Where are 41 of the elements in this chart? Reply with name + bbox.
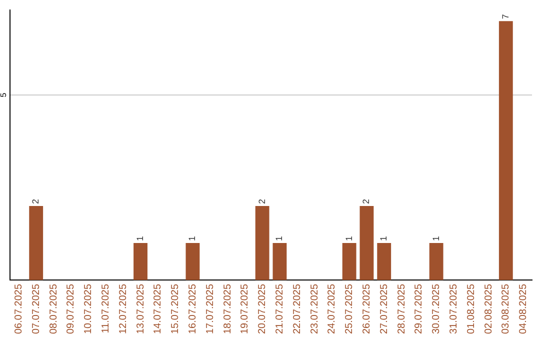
x-tick-label: 03.08.2025 [500, 284, 512, 334]
x-tick-label: 09.07.2025 [66, 284, 77, 334]
data-label: 2 [256, 198, 267, 204]
x-tick-label: 25.07.2025 [344, 284, 356, 334]
y-tick-label: 5 [0, 92, 8, 98]
x-tick-label: 08.07.2025 [48, 284, 60, 334]
x-tick-label: 01.08.2025 [466, 284, 477, 334]
data-label: 1 [187, 236, 198, 241]
x-tick-label: 04.08.2025 [518, 284, 530, 334]
data-label: 1 [378, 236, 389, 241]
data-label: 2 [30, 198, 41, 204]
x-tick-label: 18.07.2025 [222, 284, 234, 334]
x-tick-label: 22.07.2025 [292, 284, 303, 334]
x-tick-label: 02.08.2025 [483, 284, 494, 334]
x-tick-label: 30.07.2025 [431, 284, 442, 334]
data-label: 1 [344, 236, 354, 241]
x-tick-label: 11.07.2025 [100, 284, 112, 334]
data-label: 1 [134, 236, 145, 241]
data-label: 7 [500, 14, 510, 20]
x-tick-label: 21.07.2025 [274, 284, 286, 334]
x-tick-label: 31.07.2025 [448, 284, 460, 334]
data-label: 1 [430, 236, 441, 241]
x-tick-label: 19.07.2025 [240, 284, 251, 334]
x-tick-label: 20.07.2025 [257, 284, 268, 334]
x-tick-label: 28.07.2025 [396, 284, 408, 334]
x-tick-label: 29.07.2025 [414, 284, 425, 334]
x-tick-label: 15.07.2025 [170, 284, 182, 334]
x-tick-label: 07.07.2025 [30, 284, 42, 334]
x-tick-label: 10.07.2025 [83, 284, 94, 334]
x-tick-label: 26.07.2025 [361, 284, 372, 334]
x-tick-label: 17.07.2025 [204, 284, 216, 334]
x-tick-label: 12.07.2025 [118, 284, 129, 334]
x-tick-label: 24.07.2025 [326, 284, 338, 334]
data-label: 1 [274, 236, 284, 241]
x-tick-label: 14.07.2025 [152, 284, 164, 334]
data-label: 2 [361, 198, 372, 204]
x-tick-label: 23.07.2025 [309, 284, 320, 334]
x-tick-label: 06.07.2025 [13, 284, 24, 334]
x-tick-label: 13.07.2025 [135, 284, 146, 334]
x-tick-label: 27.07.2025 [378, 284, 390, 334]
x-tick-label: 16.07.2025 [187, 284, 198, 334]
